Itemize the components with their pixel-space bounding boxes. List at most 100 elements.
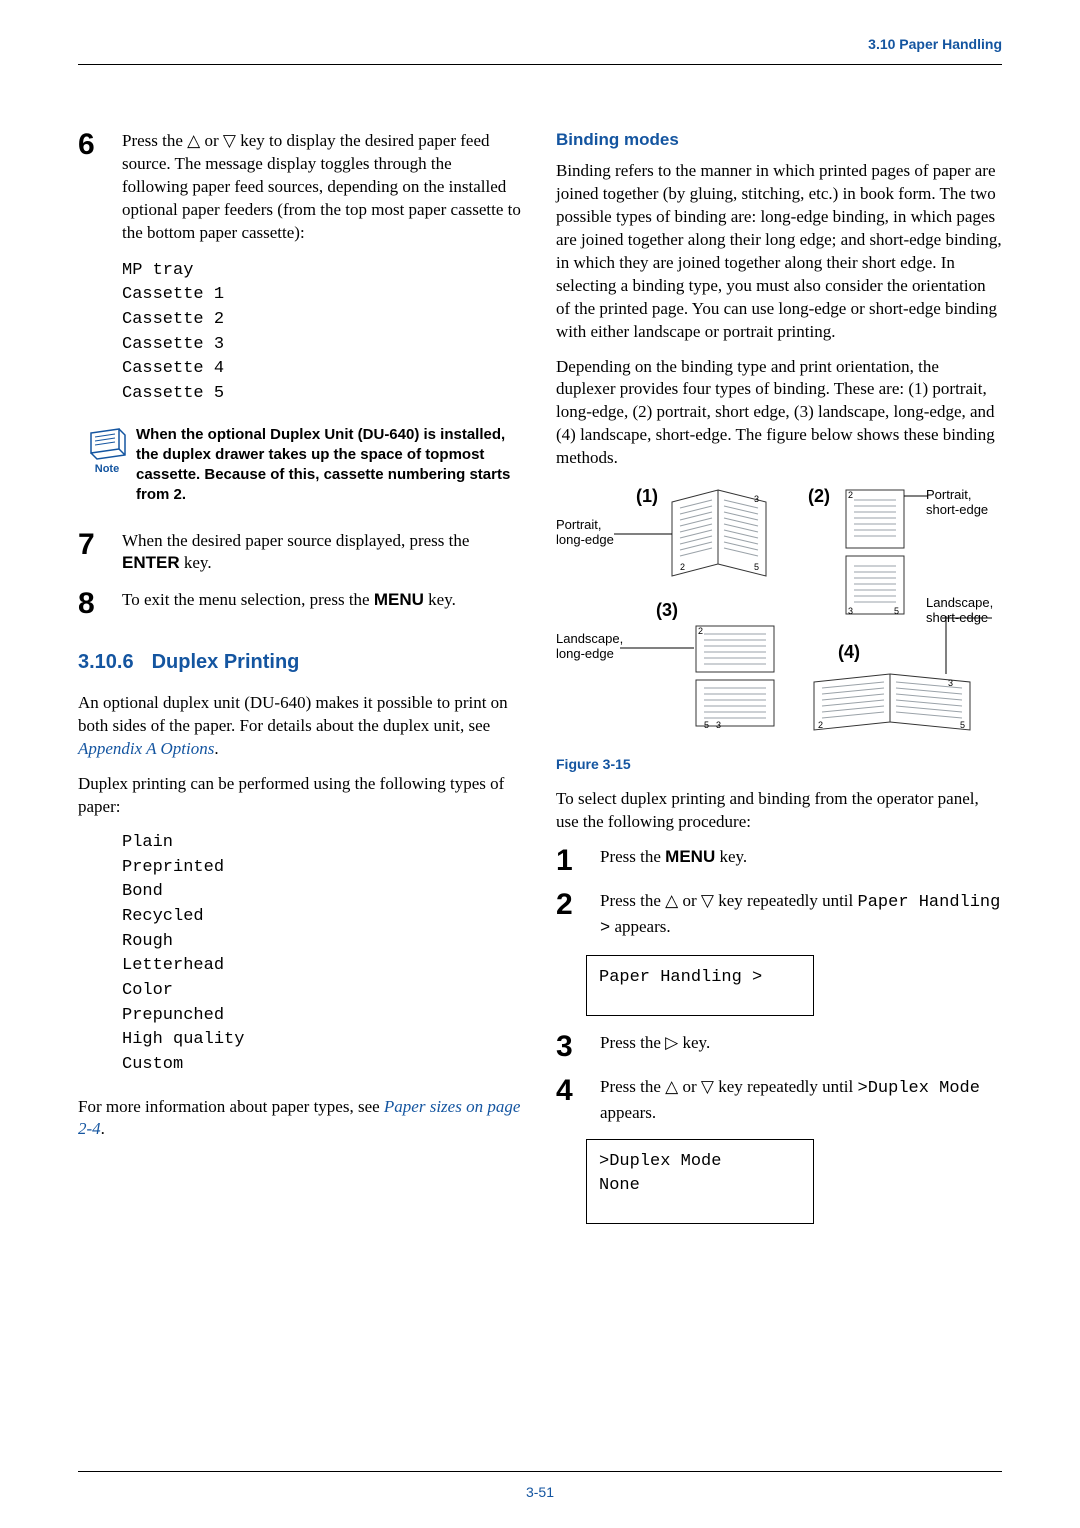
arrow-right-icon: ▷ — [665, 1033, 678, 1052]
step-3: 3 Press the ▷ key. — [556, 1032, 1002, 1062]
key-name: ENTER — [122, 553, 180, 572]
pointer-line — [614, 530, 672, 538]
step-4-body: Press the △ or ▽ key repeatedly until >D… — [600, 1076, 1002, 1125]
step-8: 8 To exit the menu selection, press the … — [78, 589, 522, 619]
corner-num: 2 — [680, 562, 685, 572]
header-rule — [78, 64, 1002, 65]
feed-source-list: MP tray Cassette 1 Cassette 2 Cassette 3… — [122, 259, 522, 407]
text: key. — [678, 1033, 710, 1052]
corner-num: 2 — [818, 720, 823, 730]
lcd-display-2: >Duplex Mode None — [586, 1139, 814, 1224]
page-number: 3-51 — [0, 1484, 1080, 1500]
arrow-down-icon: ▽ — [701, 1077, 714, 1096]
arrow-up-icon: △ — [187, 131, 200, 150]
step-1: 1 Press the MENU key. — [556, 846, 1002, 876]
list-item: Cassette 5 — [122, 382, 522, 407]
step-6-number: 6 — [78, 130, 122, 160]
text: . — [101, 1119, 105, 1138]
list-item: Rough — [122, 930, 522, 955]
corner-num: 5 — [960, 720, 965, 730]
note-text: When the optional Duplex Unit (DU-640) i… — [136, 425, 522, 506]
step-4-number: 4 — [556, 1076, 600, 1106]
lcd-line: None — [599, 1174, 801, 1199]
diagram-label-3: (3) — [656, 600, 678, 621]
book-2-icon — [840, 486, 914, 618]
list-item: Bond — [122, 880, 522, 905]
text: key. — [424, 590, 456, 609]
arrow-up-icon: △ — [665, 891, 678, 910]
label-portrait-short: Portrait,short-edge — [926, 488, 988, 518]
note-label: Note — [78, 463, 136, 475]
step-4: 4 Press the △ or ▽ key repeatedly until … — [556, 1076, 1002, 1125]
arrow-down-icon: ▽ — [223, 131, 236, 150]
list-item: Cassette 4 — [122, 357, 522, 382]
step-3-body: Press the ▷ key. — [600, 1032, 1002, 1055]
text: Press the — [600, 1077, 665, 1096]
list-item: MP tray — [122, 259, 522, 284]
list-item: Color — [122, 979, 522, 1004]
corner-num: 2 — [848, 490, 853, 500]
lcd-text: >Duplex Mode — [858, 1079, 980, 1098]
text: . — [214, 739, 218, 758]
binding-diagram: (1) (2) (3) (4) Portrait,long-edge Portr… — [556, 482, 1002, 742]
arrow-down-icon: ▽ — [701, 891, 714, 910]
paragraph: Depending on the binding type and print … — [556, 356, 1002, 471]
paragraph: Duplex printing can be performed using t… — [78, 773, 522, 819]
page-header: 3.10 Paper Handling — [868, 36, 1002, 52]
text: or — [200, 131, 223, 150]
list-item: Recycled — [122, 905, 522, 930]
corner-num: 3 — [848, 606, 853, 616]
footer-rule — [78, 1471, 1002, 1472]
list-item: Preprinted — [122, 856, 522, 881]
pointer-line — [942, 614, 992, 622]
text: An optional duplex unit (DU-640) makes i… — [78, 693, 508, 735]
step-6: 6 Press the △ or ▽ key to display the de… — [78, 130, 522, 245]
figure-caption: Figure 3-15 — [556, 756, 1002, 772]
section-heading: 3.10.6Duplex Printing — [78, 651, 522, 674]
text: key repeatedly until — [714, 891, 858, 910]
step-2-number: 2 — [556, 890, 600, 920]
step-6-body: Press the △ or ▽ key to display the desi… — [122, 130, 522, 245]
corner-num: 5 — [894, 606, 899, 616]
text: When the desired paper source displayed,… — [122, 531, 469, 550]
note-block: Note When the optional Duplex Unit (DU-6… — [78, 425, 522, 506]
arrow-up-icon: △ — [665, 1077, 678, 1096]
lcd-line: >Duplex Mode — [599, 1150, 801, 1175]
text: Press the — [600, 847, 665, 866]
text: Press the — [600, 1033, 665, 1052]
text: appears. — [600, 1103, 656, 1122]
pointer-line — [904, 492, 928, 500]
text: Press the — [600, 891, 665, 910]
paragraph: To select duplex printing and binding fr… — [556, 788, 1002, 834]
list-item: Cassette 2 — [122, 308, 522, 333]
list-item: Prepunched — [122, 1004, 522, 1029]
text: appears. — [610, 917, 670, 936]
corner-num: 3 — [754, 494, 759, 504]
pointer-line — [942, 616, 950, 674]
step-2-body: Press the △ or ▽ key repeatedly until Pa… — [600, 890, 1002, 941]
text: Press the — [122, 131, 187, 150]
step-7-number: 7 — [78, 530, 122, 560]
corner-num: 2 — [698, 626, 703, 636]
diagram-label-4: (4) — [838, 642, 860, 663]
paragraph: For more information about paper types, … — [78, 1096, 522, 1142]
step-3-number: 3 — [556, 1032, 600, 1062]
label-landscape-long: Landscape,long-edge — [556, 632, 623, 662]
heading-title: Duplex Printing — [152, 651, 300, 673]
lcd-display-1: Paper Handling > — [586, 955, 814, 1016]
list-item: Cassette 3 — [122, 333, 522, 358]
text: or — [678, 1077, 701, 1096]
text: key. — [180, 553, 212, 572]
left-column: 6 Press the △ or ▽ key to display the de… — [78, 130, 522, 1240]
list-item: Plain — [122, 831, 522, 856]
link-appendix-a[interactable]: Appendix A Options — [78, 739, 214, 758]
paper-type-list: Plain Preprinted Bond Recycled Rough Let… — [122, 831, 522, 1077]
step-8-number: 8 — [78, 589, 122, 619]
step-8-body: To exit the menu selection, press the ME… — [122, 589, 522, 612]
diagram-label-1: (1) — [636, 486, 658, 507]
text: key repeatedly until — [714, 1077, 858, 1096]
text: or — [678, 891, 701, 910]
label-portrait-long: Portrait,long-edge — [556, 518, 614, 548]
list-item: Letterhead — [122, 954, 522, 979]
step-2: 2 Press the △ or ▽ key repeatedly until … — [556, 890, 1002, 941]
